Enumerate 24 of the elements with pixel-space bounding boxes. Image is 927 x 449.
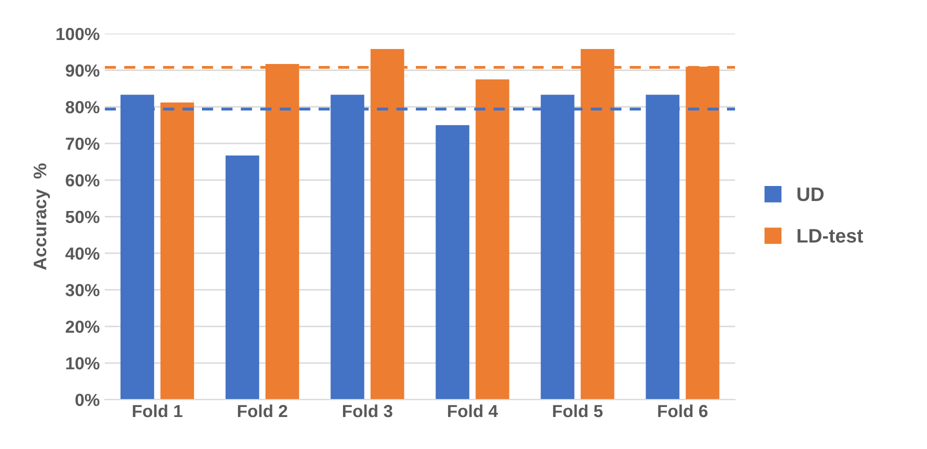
y-tick-label: 60%: [66, 174, 100, 187]
bar: [226, 156, 260, 400]
y-tick-label: 40%: [65, 247, 100, 260]
x-tick-label: Fold 5: [553, 404, 603, 418]
bar: [476, 79, 510, 400]
y-tick-label: 90%: [66, 64, 100, 77]
y-tick-label: 100%: [56, 28, 100, 40]
bar: [160, 102, 194, 400]
x-tick-label: Fold 1: [132, 404, 182, 418]
y-tick-label: 10%: [66, 357, 100, 370]
x-tick-label: Fold 4: [448, 404, 498, 418]
y-tick-label: 80%: [66, 101, 100, 114]
y-axis-title: Accuracy %: [34, 163, 50, 270]
legend-label: UD: [797, 188, 824, 202]
y-tick-label: 20%: [66, 320, 100, 333]
y-tick-label: 0%: [75, 394, 100, 406]
x-tick-label: Fold 2: [238, 404, 288, 418]
y-tick-label: 70%: [66, 138, 100, 150]
bar: [436, 125, 470, 400]
legend-label: LD-test: [798, 229, 864, 243]
y-tick-label: 50%: [66, 210, 100, 224]
x-tick-label: Fold 3: [343, 404, 392, 418]
x-tick-label: Fold 6: [658, 404, 708, 418]
y-tick-label: 30%: [66, 284, 100, 296]
